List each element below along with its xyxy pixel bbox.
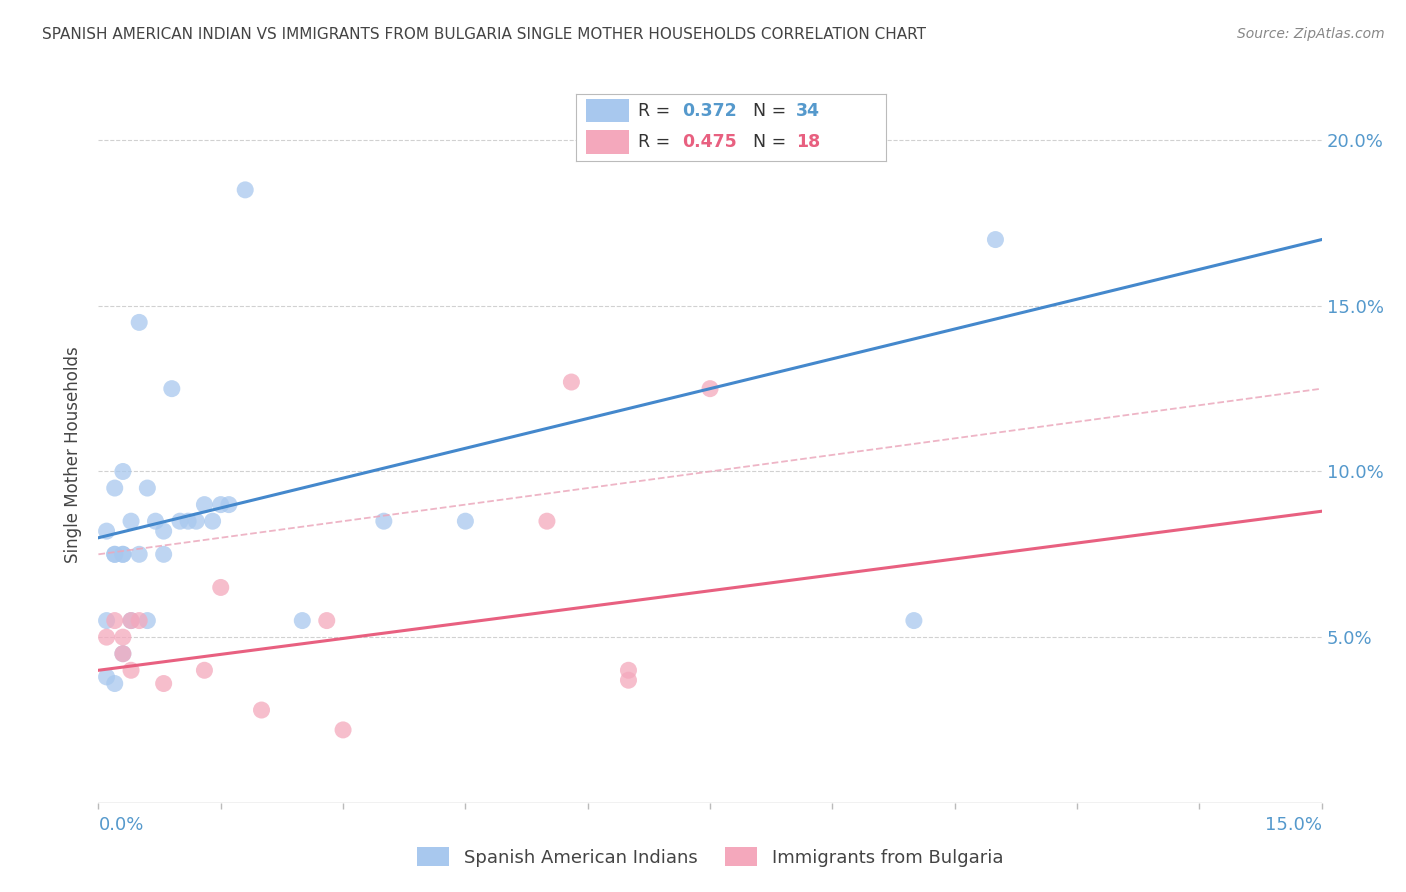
Point — [111, 647, 134, 661]
Point — [120, 614, 142, 628]
Point — [128, 547, 150, 561]
Point — [96, 670, 118, 684]
Point — [120, 614, 142, 628]
Text: 18: 18 — [796, 133, 820, 151]
Text: 15.0%: 15.0% — [1264, 816, 1322, 834]
Point — [177, 514, 200, 528]
Text: 34: 34 — [796, 102, 820, 120]
Point — [193, 498, 215, 512]
Point — [111, 465, 134, 479]
Text: Source: ZipAtlas.com: Source: ZipAtlas.com — [1237, 27, 1385, 41]
Point — [617, 663, 640, 677]
Text: R =: R = — [638, 133, 676, 151]
Point — [536, 514, 558, 528]
Point — [193, 663, 215, 677]
Point — [186, 514, 208, 528]
Point — [209, 498, 232, 512]
Point — [617, 673, 640, 688]
Point — [373, 514, 395, 528]
Point — [104, 547, 127, 561]
Bar — [586, 99, 628, 122]
Text: 0.475: 0.475 — [682, 133, 737, 151]
Point — [699, 382, 721, 396]
Point — [218, 498, 240, 512]
Point — [111, 630, 134, 644]
Point — [128, 614, 150, 628]
Point — [152, 676, 174, 690]
Point — [111, 547, 134, 561]
Point — [291, 614, 314, 628]
Text: N =: N = — [752, 102, 792, 120]
Point — [250, 703, 273, 717]
Point — [136, 614, 159, 628]
Point — [104, 614, 127, 628]
Text: SPANISH AMERICAN INDIAN VS IMMIGRANTS FROM BULGARIA SINGLE MOTHER HOUSEHOLDS COR: SPANISH AMERICAN INDIAN VS IMMIGRANTS FR… — [42, 27, 927, 42]
Point — [984, 233, 1007, 247]
Point — [169, 514, 191, 528]
Legend: Spanish American Indians, Immigrants from Bulgaria: Spanish American Indians, Immigrants fro… — [409, 840, 1011, 874]
Point — [111, 647, 134, 661]
Point — [454, 514, 477, 528]
Point — [233, 183, 256, 197]
Point — [152, 524, 174, 538]
Point — [145, 514, 167, 528]
Point — [120, 663, 142, 677]
Point — [332, 723, 354, 737]
Text: 0.372: 0.372 — [682, 102, 737, 120]
Y-axis label: Single Mother Households: Single Mother Households — [65, 347, 83, 563]
Bar — [586, 130, 628, 153]
Point — [903, 614, 925, 628]
Text: N =: N = — [752, 133, 792, 151]
Point — [152, 547, 174, 561]
Point — [201, 514, 224, 528]
Point — [120, 514, 142, 528]
Point — [136, 481, 159, 495]
Point — [160, 382, 183, 396]
Point — [209, 581, 232, 595]
Point — [315, 614, 337, 628]
Text: R =: R = — [638, 102, 676, 120]
Point — [111, 547, 134, 561]
Point — [104, 547, 127, 561]
Text: 0.0%: 0.0% — [98, 816, 143, 834]
Point — [96, 630, 118, 644]
Point — [96, 614, 118, 628]
Point — [560, 375, 582, 389]
Point — [104, 481, 127, 495]
Point — [128, 315, 150, 329]
Point — [104, 676, 127, 690]
Point — [96, 524, 118, 538]
